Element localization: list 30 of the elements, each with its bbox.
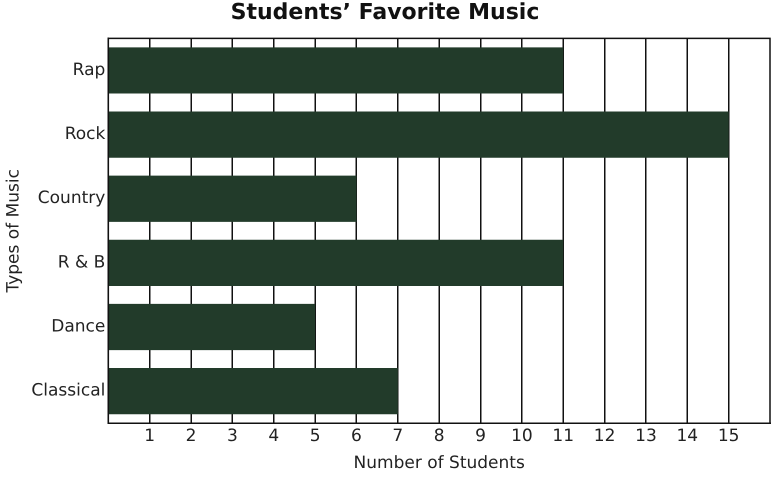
y-tick-label: Classical <box>31 380 106 401</box>
y-tick-label: R & B <box>58 252 106 272</box>
bar <box>108 240 564 286</box>
x-tick-label: 3 <box>226 426 238 446</box>
x-tick-label: 7 <box>392 426 404 446</box>
x-tick-label: 1 <box>144 426 156 446</box>
x-tick-label: 11 <box>552 426 574 446</box>
x-tick-label: 13 <box>635 426 657 446</box>
bar <box>108 47 564 94</box>
chart-title: Students’ Favorite Music <box>230 0 540 25</box>
y-axis-title: Types of Music <box>4 169 24 294</box>
x-tick-label: 8 <box>434 426 445 446</box>
x-tick-label: 14 <box>676 426 698 446</box>
bar <box>108 368 398 414</box>
x-axis-title: Number of Students <box>354 453 525 474</box>
x-tick-label: 5 <box>310 426 321 446</box>
x-tick-label: 2 <box>186 426 196 446</box>
x-tick-label: 4 <box>268 426 280 446</box>
y-tick-label: Dance <box>51 316 106 336</box>
y-tick-label: Rap <box>72 60 106 80</box>
x-tick-label: 6 <box>351 426 362 446</box>
x-tick-label: 9 <box>475 426 486 446</box>
bar <box>108 176 356 222</box>
x-tick-label: 15 <box>718 426 740 446</box>
bar <box>108 304 316 350</box>
y-tick-label: Country <box>38 188 106 208</box>
x-tick-label: 12 <box>594 426 616 446</box>
y-tick-label: Rock <box>64 124 106 144</box>
bar <box>108 112 729 158</box>
x-tick-label: 10 <box>511 426 533 446</box>
